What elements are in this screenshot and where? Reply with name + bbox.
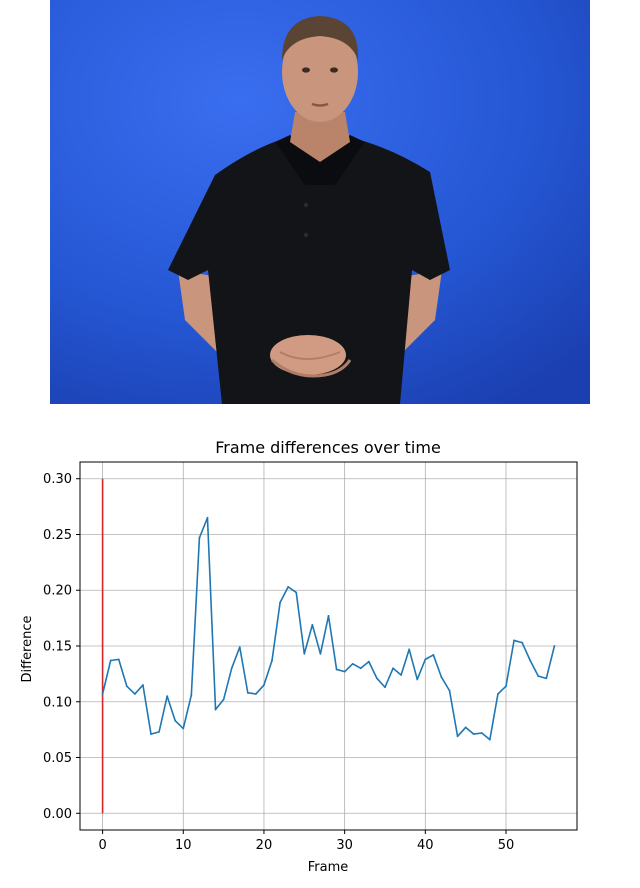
data-point — [416, 678, 419, 681]
data-point — [263, 684, 265, 686]
neck — [290, 112, 350, 162]
y-tick-label: 0.15 — [43, 640, 72, 655]
data-point — [319, 652, 322, 655]
data-point — [472, 733, 475, 735]
y-tick-label: 0.05 — [43, 751, 72, 766]
data-point — [367, 660, 370, 663]
data-point — [166, 695, 169, 698]
data-point — [335, 668, 338, 671]
data-point — [553, 645, 556, 647]
video-frame-image — [50, 0, 590, 404]
data-point — [246, 691, 249, 694]
hair — [282, 16, 359, 60]
y-axis-label: Difference — [20, 615, 35, 682]
data-point — [537, 675, 540, 678]
x-tick-label: 30 — [336, 838, 353, 853]
x-tick-label: 20 — [256, 838, 273, 853]
data-point — [343, 670, 346, 673]
data-point — [480, 732, 483, 734]
data-point — [448, 689, 451, 692]
data-point — [198, 536, 201, 539]
chart-svg: Frame differences over time 0 10 20 30 40 50 … — [20, 438, 578, 875]
data-point — [521, 641, 524, 644]
data-point — [545, 677, 548, 680]
difference-series-line — [101, 516, 556, 741]
data-point — [271, 659, 273, 662]
x-axis-ticks: 0 10 20 30 40 50 — [98, 830, 514, 853]
data-point — [279, 601, 281, 604]
data-point — [214, 708, 217, 711]
clasped-hands — [270, 335, 346, 375]
x-tick-label: 50 — [498, 838, 515, 853]
data-point — [464, 726, 467, 729]
y-tick-label: 0.10 — [43, 695, 72, 710]
data-point — [432, 654, 435, 656]
x-tick-label: 40 — [417, 838, 434, 853]
data-point — [109, 659, 112, 662]
data-point — [384, 686, 386, 689]
data-point — [400, 674, 403, 676]
black-polo-shirt — [168, 140, 450, 404]
data-point — [238, 646, 241, 649]
data-point — [440, 676, 443, 679]
data-point — [497, 693, 499, 695]
y-tick-label: 0.30 — [43, 472, 72, 487]
data-point — [456, 735, 459, 738]
data-point — [133, 693, 136, 695]
data-point — [101, 693, 104, 695]
signer-figure — [50, 0, 590, 404]
y-axis-ticks: 0.00 0.05 0.10 0.15 0.20 0.25 0.30 — [43, 472, 80, 822]
y-tick-label: 0.00 — [43, 807, 72, 822]
data-point — [392, 667, 394, 670]
data-point — [117, 658, 120, 661]
data-point — [505, 685, 507, 688]
data-point — [408, 648, 411, 651]
data-point — [327, 614, 330, 617]
data-point — [230, 667, 233, 670]
series-layer — [101, 516, 556, 741]
y-tick-label: 0.20 — [43, 584, 72, 599]
data-point — [150, 733, 152, 735]
y-tick-label: 0.25 — [43, 528, 72, 543]
data-point — [303, 652, 306, 655]
data-point — [311, 623, 314, 626]
plot-frame — [79, 461, 578, 831]
data-point — [529, 659, 532, 662]
data-point — [287, 585, 290, 588]
data-point — [142, 684, 144, 686]
data-point — [182, 727, 185, 730]
data-point — [488, 738, 491, 741]
data-point — [222, 698, 225, 701]
data-point — [376, 677, 378, 680]
chart-title: Frame differences over time — [215, 438, 441, 457]
data-point — [158, 730, 160, 733]
data-point — [359, 667, 362, 670]
x-axis-label: Frame — [308, 860, 349, 875]
data-point — [513, 639, 515, 642]
data-point — [206, 516, 209, 519]
data-point — [295, 591, 298, 594]
grid-lines — [80, 462, 577, 830]
x-tick-label: 10 — [175, 838, 192, 853]
frame-difference-chart: Frame differences over time 0 10 20 30 40 50 … — [0, 420, 640, 884]
data-point — [254, 693, 257, 695]
data-point — [190, 694, 193, 696]
face — [282, 22, 358, 122]
x-tick-label: 0 — [98, 838, 106, 853]
data-point — [125, 685, 128, 688]
data-point — [424, 658, 427, 661]
data-point — [351, 662, 354, 665]
data-point — [174, 719, 177, 722]
